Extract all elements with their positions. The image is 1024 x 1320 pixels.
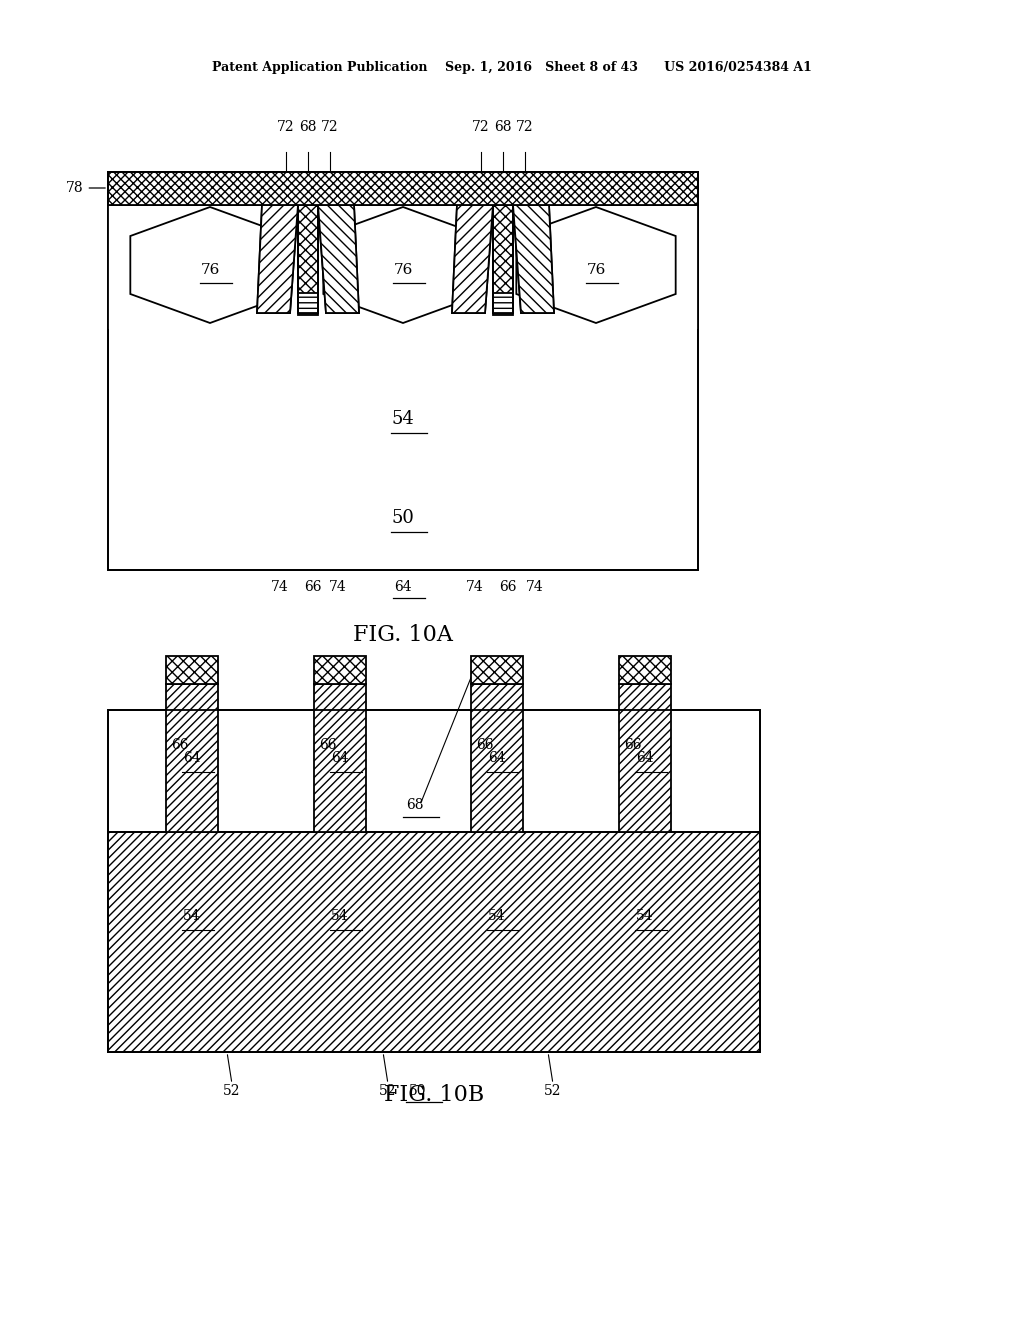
Text: 54: 54 [331, 908, 349, 923]
Polygon shape [452, 205, 493, 313]
Text: 52: 52 [544, 1084, 562, 1098]
Polygon shape [257, 205, 298, 313]
Text: 76: 76 [393, 263, 413, 277]
Polygon shape [318, 205, 359, 313]
Text: FIG. 10A: FIG. 10A [353, 624, 453, 645]
Bar [298, 205, 318, 294]
Text: 54: 54 [488, 908, 506, 923]
Polygon shape [513, 205, 554, 313]
Text: 72: 72 [322, 120, 339, 135]
Polygon shape [452, 205, 493, 313]
Bar [166, 656, 218, 684]
Bar [108, 172, 698, 570]
Text: 66: 66 [319, 738, 337, 752]
Bar [298, 205, 318, 294]
Text: 68: 68 [299, 120, 316, 135]
Bar [471, 656, 523, 684]
Text: 66: 66 [625, 738, 642, 752]
Polygon shape [130, 207, 290, 323]
Text: 68: 68 [407, 799, 424, 812]
Bar [108, 710, 760, 1052]
Text: 54: 54 [636, 908, 653, 923]
Text: 54: 54 [183, 908, 201, 923]
Text: 64: 64 [636, 751, 653, 766]
Bar [108, 172, 698, 205]
Bar [108, 172, 698, 205]
Bar [314, 656, 366, 684]
Text: Patent Application Publication    Sep. 1, 2016   Sheet 8 of 43      US 2016/0254: Patent Application Publication Sep. 1, 2… [212, 62, 812, 74]
Text: 78: 78 [66, 181, 105, 195]
Text: 64: 64 [331, 751, 349, 766]
Text: 74: 74 [526, 579, 544, 594]
Text: 72: 72 [516, 120, 534, 135]
Bar [493, 205, 513, 294]
Bar [471, 684, 523, 832]
Bar [298, 205, 318, 313]
Text: 50: 50 [410, 1084, 427, 1098]
Bar [108, 832, 760, 1052]
Bar [493, 293, 513, 315]
Text: 66: 66 [304, 579, 322, 594]
Bar [298, 293, 318, 315]
Bar [314, 684, 366, 832]
Text: 76: 76 [587, 263, 605, 277]
Text: 64: 64 [394, 579, 412, 594]
Text: 66: 66 [476, 738, 494, 752]
Bar [166, 684, 218, 832]
Bar [493, 205, 513, 313]
Text: 50: 50 [391, 510, 415, 527]
Polygon shape [513, 205, 554, 313]
Text: 66: 66 [500, 579, 517, 594]
Text: 72: 72 [278, 120, 295, 135]
Text: 52: 52 [223, 1084, 241, 1098]
Bar [108, 172, 698, 329]
Bar [298, 205, 318, 313]
Bar [298, 293, 318, 313]
Bar [618, 684, 671, 832]
Bar [108, 172, 698, 570]
Text: 64: 64 [183, 751, 201, 766]
Bar [493, 293, 513, 313]
Bar [108, 172, 698, 205]
Bar [108, 710, 760, 1052]
Text: 52: 52 [379, 1084, 396, 1098]
Text: 54: 54 [391, 409, 415, 428]
Text: 76: 76 [201, 263, 220, 277]
Text: 66: 66 [171, 738, 188, 752]
Text: 74: 74 [329, 579, 347, 594]
Text: 68: 68 [495, 120, 512, 135]
Text: 64: 64 [488, 751, 506, 766]
Text: 72: 72 [472, 120, 489, 135]
Text: 74: 74 [271, 579, 289, 594]
Text: FIG. 10B: FIG. 10B [384, 1084, 484, 1106]
Bar [618, 656, 671, 684]
Polygon shape [318, 205, 359, 313]
Polygon shape [324, 207, 482, 323]
Text: 74: 74 [466, 579, 484, 594]
Bar [108, 205, 698, 326]
Bar [493, 205, 513, 313]
Polygon shape [516, 207, 676, 323]
Bar [493, 205, 513, 294]
Polygon shape [257, 205, 298, 313]
